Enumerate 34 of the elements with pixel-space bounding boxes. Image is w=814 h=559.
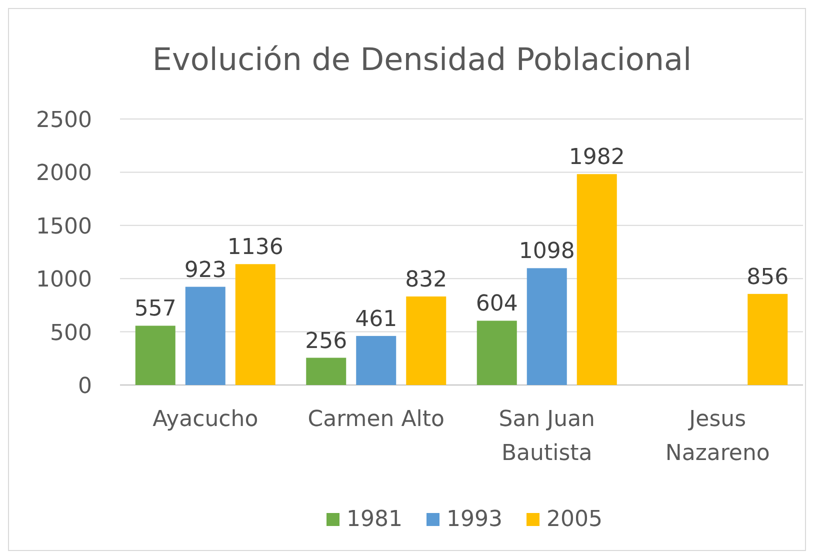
bar xyxy=(526,268,567,385)
bar xyxy=(406,296,446,385)
x-tick-label: Jesus Nazareno xyxy=(665,407,770,466)
y-tick-label: 2000 xyxy=(36,161,92,186)
legend-label: 2005 xyxy=(546,507,602,532)
bar xyxy=(748,294,788,385)
data-label: 1098 xyxy=(518,239,575,264)
bar xyxy=(306,358,346,385)
data-label: 604 xyxy=(476,292,518,317)
bar xyxy=(135,326,176,385)
data-label: 256 xyxy=(305,328,348,354)
data-label: 856 xyxy=(746,264,789,290)
chart-title: Evolución de Densidad Poblacional xyxy=(152,42,692,78)
y-tick-label: 500 xyxy=(50,320,92,346)
y-tick-label: 1000 xyxy=(36,268,92,293)
bar xyxy=(576,174,617,385)
x-tick-label: Carmen Alto xyxy=(308,407,444,432)
x-tick-label: Ayacucho xyxy=(152,407,258,432)
legend-label: 1993 xyxy=(446,507,502,532)
data-label: 557 xyxy=(134,296,176,322)
bar xyxy=(356,336,396,385)
data-label: 461 xyxy=(355,306,398,332)
data-label: 1136 xyxy=(227,235,284,260)
x-tick-label: San Juan Bautista xyxy=(498,407,595,466)
y-tick-label: 2500 xyxy=(36,108,92,133)
data-label: 832 xyxy=(405,267,448,292)
y-tick-label: 0 xyxy=(78,374,92,399)
bar xyxy=(235,264,276,385)
bar xyxy=(476,320,517,385)
y-tick-label: 1500 xyxy=(36,214,92,240)
bar xyxy=(185,286,226,385)
legend-label: 1981 xyxy=(346,507,402,532)
data-label: 923 xyxy=(184,258,226,283)
data-label: 1982 xyxy=(568,145,625,170)
